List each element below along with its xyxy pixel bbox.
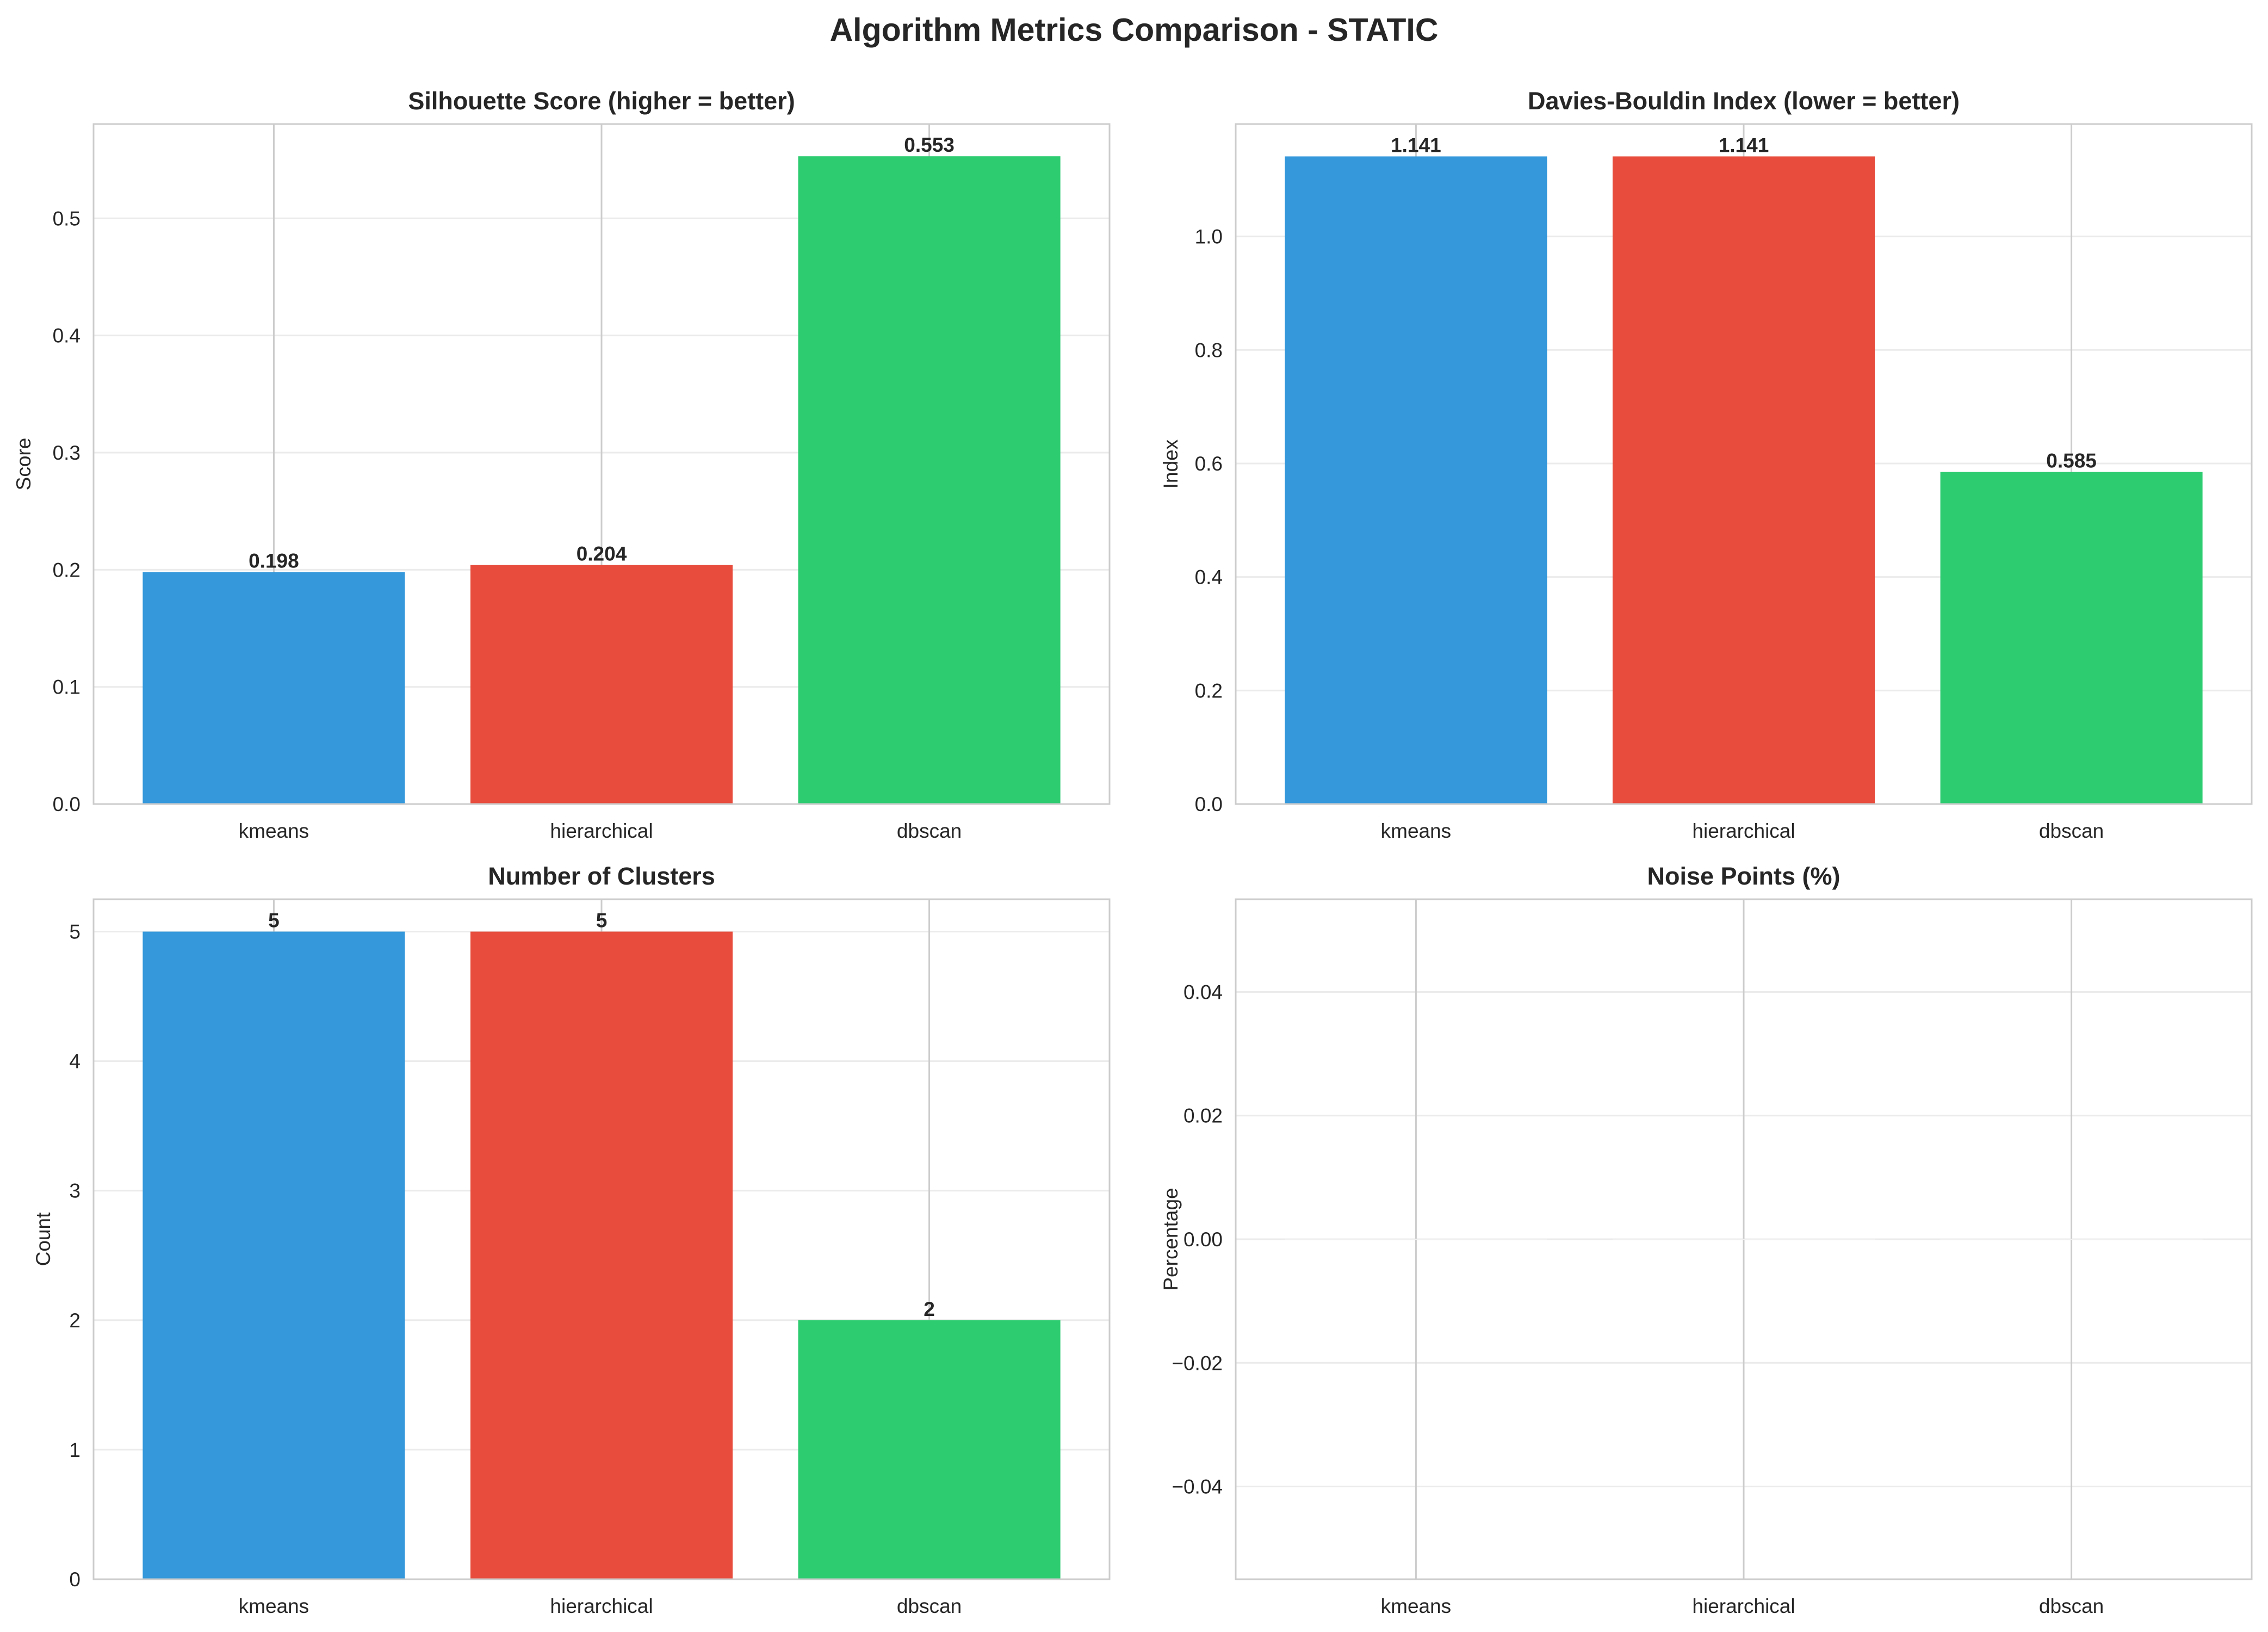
bar-hierarchical: [470, 931, 733, 1579]
y-tick-label: 0.0: [1195, 793, 1223, 815]
y-tick-label: 0.1: [53, 676, 80, 698]
bar-dbscan: [1940, 472, 2203, 804]
y-tick-label: 3: [69, 1180, 80, 1202]
x-tick-label: hierarchical: [550, 1595, 653, 1617]
chart-title: Noise Points (%): [1647, 862, 1840, 890]
data-label: 0.198: [249, 550, 299, 572]
y-tick-label: −0.04: [1172, 1476, 1223, 1498]
x-tick-label: hierarchical: [1692, 1595, 1795, 1617]
axes-frame: [92, 123, 1111, 805]
y-tick-label: 0.2: [53, 559, 80, 581]
y-tick-label: 0.3: [53, 442, 80, 464]
y-tick-label: 0.6: [1195, 453, 1223, 475]
y-axis-label: Percentage: [1160, 1188, 1182, 1290]
x-tick-label: dbscan: [2039, 820, 2104, 842]
data-label: 0.585: [2046, 450, 2097, 472]
bar-kmeans: [1285, 156, 1547, 804]
x-tick-label: dbscan: [2039, 1595, 2104, 1617]
x-tick-label: dbscan: [897, 1595, 962, 1617]
bar-kmeans: [142, 572, 405, 804]
y-tick-label: 2: [69, 1309, 80, 1332]
y-tick-label: −0.02: [1172, 1352, 1223, 1374]
x-tick-label: hierarchical: [550, 820, 653, 842]
chart-title: Davies-Bouldin Index (lower = better): [1528, 87, 1960, 115]
bar-dbscan: [798, 1320, 1061, 1579]
data-label: 1.141: [1719, 134, 1769, 156]
data-label: 1.141: [1391, 134, 1441, 156]
chart-title: Silhouette Score (higher = better): [408, 87, 795, 115]
y-tick-label: 1.0: [1195, 226, 1223, 248]
figure-title: Algorithm Metrics Comparison - STATIC: [829, 12, 1439, 48]
data-label: 0.553: [904, 134, 955, 156]
bar-kmeans: [142, 931, 405, 1579]
bar-dbscan: [798, 156, 1061, 804]
x-tick-label: dbscan: [897, 820, 962, 842]
axes-frame: [92, 898, 1111, 1580]
y-tick-label: 0.04: [1183, 981, 1223, 1003]
y-axis-label: Index: [1160, 439, 1182, 489]
data-label: 5: [596, 910, 608, 932]
y-tick-label: 0.2: [1195, 679, 1223, 702]
y-axis-label: Count: [32, 1212, 54, 1266]
axes-frame: [1235, 123, 2253, 805]
y-tick-label: 0.02: [1183, 1105, 1223, 1127]
data-label: 2: [924, 1298, 935, 1320]
chart-title: Number of Clusters: [488, 862, 715, 890]
y-tick-label: 0: [69, 1568, 80, 1591]
y-tick-label: 0.4: [53, 325, 80, 347]
y-axis-label: Score: [13, 438, 35, 491]
y-tick-label: 1: [69, 1439, 80, 1461]
y-tick-label: 0.0: [53, 793, 80, 815]
bar-hierarchical: [1612, 156, 1875, 804]
y-tick-label: 4: [69, 1050, 80, 1073]
bar-hierarchical: [470, 565, 733, 804]
data-label: 0.204: [577, 543, 627, 565]
x-tick-label: kmeans: [239, 820, 309, 842]
axes-frame: [1235, 898, 2253, 1580]
y-tick-label: 0.8: [1195, 339, 1223, 361]
y-tick-label: 0.5: [53, 207, 80, 230]
y-tick-label: 5: [69, 921, 80, 943]
y-tick-label: 0.00: [1183, 1228, 1223, 1251]
x-tick-label: hierarchical: [1692, 820, 1795, 842]
x-tick-label: kmeans: [1381, 820, 1452, 842]
y-tick-label: 0.4: [1195, 566, 1223, 589]
x-tick-label: kmeans: [1381, 1595, 1452, 1617]
x-tick-label: kmeans: [239, 1595, 309, 1617]
data-label: 5: [268, 910, 280, 932]
